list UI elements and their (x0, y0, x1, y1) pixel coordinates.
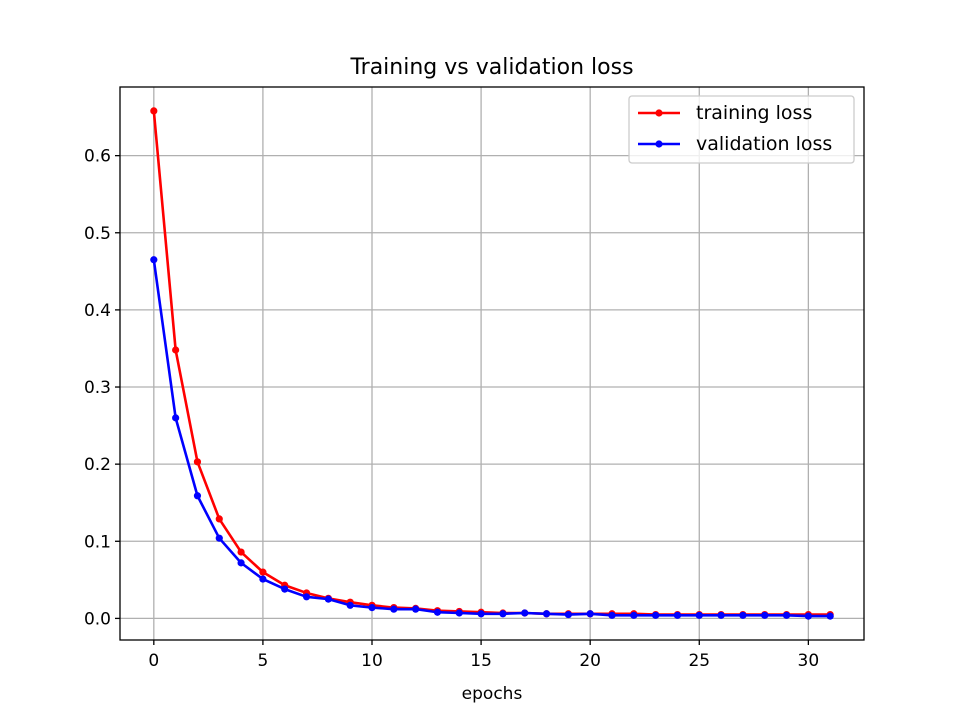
validation-loss-point (390, 605, 398, 613)
x-tick-label: 15 (470, 651, 492, 671)
validation-loss-point (739, 611, 747, 619)
x-tick-label: 20 (579, 651, 601, 671)
y-tick-label: 0.2 (84, 455, 111, 475)
axis-ticks: 0 5 10 15 20 25 30 0.0 0.1 0.2 0.3 0.4 0.5 0.6 (84, 147, 819, 671)
axes-frame (119, 86, 865, 641)
validation-loss-point (586, 610, 594, 618)
validation-loss-point (193, 492, 202, 500)
validation-loss-point (259, 575, 267, 583)
training-loss-point (172, 346, 180, 354)
x-axis-label: epochs (462, 684, 523, 704)
y-tick-label: 0.5 (84, 224, 111, 244)
plot-lines (150, 107, 834, 620)
validation-loss-point (412, 605, 420, 613)
validation-loss-point (717, 611, 725, 619)
validation-loss-point (477, 610, 485, 618)
legend-marker-validation-loss (655, 140, 663, 148)
training-loss-point (215, 515, 223, 523)
x-tick-label: 0 (148, 651, 159, 671)
y-tick-label: 0.4 (84, 301, 111, 321)
validation-loss-point (324, 595, 332, 603)
validation-loss-point (782, 611, 791, 619)
validation-loss-point (215, 534, 223, 542)
validation-loss-point (281, 585, 289, 593)
validation-loss-point (542, 610, 551, 618)
validation-loss-point (804, 612, 812, 620)
training-loss-point (150, 107, 158, 115)
validation-loss-point (673, 611, 682, 619)
validation-loss-point (652, 611, 660, 619)
validation-loss-point (761, 611, 769, 619)
x-tick-label: 5 (257, 651, 268, 671)
validation-loss-point (368, 604, 376, 612)
validation-loss-point (237, 559, 245, 567)
legend-box (628, 95, 855, 164)
legend-marker-training-loss (655, 109, 663, 117)
validation-loss-point (630, 611, 638, 619)
x-tick-label: 30 (798, 651, 820, 671)
training-loss-point (237, 548, 245, 556)
training-loss-point (259, 568, 267, 576)
y-tick-label: 0.1 (84, 532, 111, 552)
validation-loss-point (302, 593, 311, 601)
validation-loss-point (455, 609, 463, 617)
training-loss-point (193, 458, 202, 466)
validation-loss-point (346, 601, 354, 609)
validation-loss-point (433, 608, 442, 616)
x-tick-label: 25 (688, 651, 710, 671)
validation-loss-point (172, 414, 180, 422)
validation-loss-point (521, 609, 529, 617)
validation-loss-point (826, 612, 834, 620)
y-tick-label: 0.3 (84, 378, 111, 398)
validation-loss-point (564, 610, 572, 619)
legend: training loss validation loss (628, 95, 855, 164)
legend-label-training-loss: training loss (696, 102, 812, 124)
validation-loss-point (499, 610, 507, 618)
x-tick-label: 10 (361, 651, 383, 671)
chart-title: Training vs validation loss (349, 55, 633, 80)
validation-loss-line (152, 259, 831, 618)
grid (120, 87, 864, 640)
validation-loss-point (695, 611, 703, 619)
y-tick-label: 0.6 (84, 147, 111, 167)
legend-label-validation-loss: validation loss (696, 133, 832, 155)
validation-loss-point (608, 611, 616, 619)
y-tick-label: 0.0 (84, 609, 111, 629)
validation-loss-point (150, 256, 158, 264)
